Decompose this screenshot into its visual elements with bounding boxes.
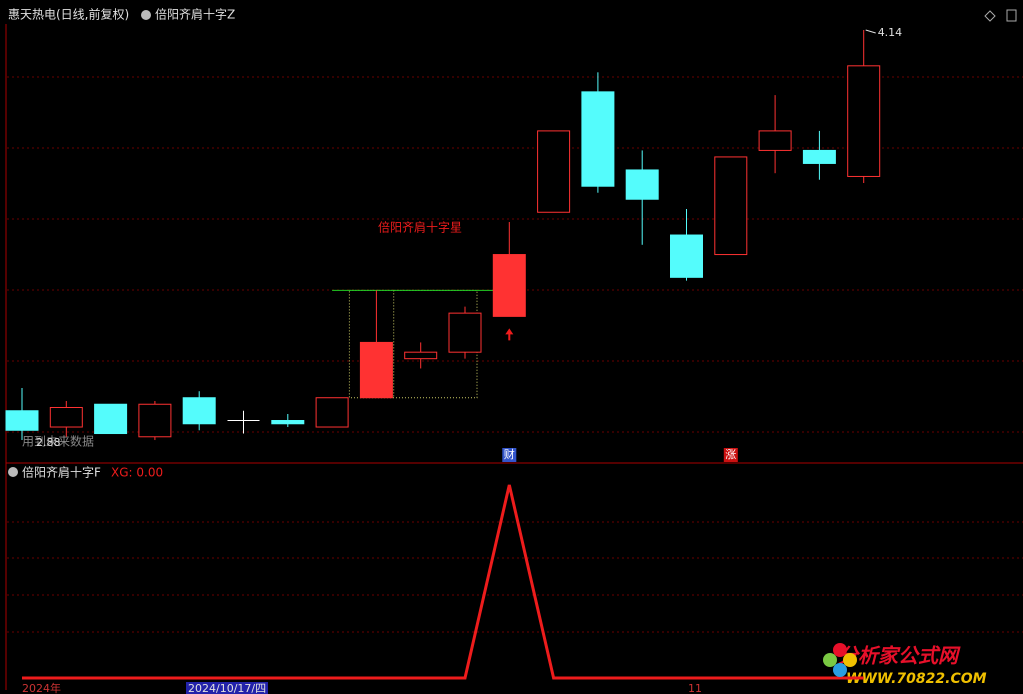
indicator-name: 倍阳齐肩十字F xyxy=(22,465,101,480)
signal-arrow xyxy=(505,328,514,341)
x-label: 2024/10/17/四 xyxy=(188,682,266,694)
candle-body xyxy=(537,130,571,213)
candle-body xyxy=(182,397,216,425)
high-label: 4.14 xyxy=(878,26,903,39)
logo-petal xyxy=(843,653,857,667)
x-label: 11 xyxy=(688,682,702,694)
candle-body xyxy=(315,397,349,428)
formula-icon xyxy=(141,10,151,20)
candle-body xyxy=(758,130,792,151)
candle-body xyxy=(625,169,659,200)
candle-body xyxy=(94,403,128,435)
formula-name: 倍阳齐肩十字Z xyxy=(155,7,235,22)
logo-petal xyxy=(833,643,847,657)
date-highlight xyxy=(186,682,268,694)
x-label: 2024年 xyxy=(22,681,61,694)
candle-body xyxy=(581,91,615,187)
event-tag-bg xyxy=(502,448,517,462)
candle-body xyxy=(802,149,836,164)
indicator-icon xyxy=(8,467,18,477)
indicator-readout: XG: 0.00 xyxy=(111,466,163,480)
candle-body xyxy=(492,254,526,317)
event-tag: 财 xyxy=(504,447,515,461)
candle-body xyxy=(404,351,438,360)
icon[interactable] xyxy=(1006,9,1017,22)
candle-body xyxy=(271,420,305,425)
logo-petal xyxy=(833,663,847,677)
candle-body xyxy=(359,341,393,399)
candle-body xyxy=(138,403,172,438)
high-pointer xyxy=(865,29,876,34)
candle-body xyxy=(847,65,881,177)
event-tag-bg xyxy=(723,448,738,462)
watermark: 分析家公式网 xyxy=(838,644,961,668)
annotation: 倍阳齐肩十字星 xyxy=(378,220,462,235)
low-label: 2.88 xyxy=(36,436,61,449)
watermark-url: WWW.70822.COM xyxy=(846,671,987,687)
note: 用到未来数据 xyxy=(22,434,94,449)
stock-title: 惠天热电(日线,前复权) xyxy=(8,7,129,22)
indicator-line xyxy=(22,484,864,680)
candle-body xyxy=(714,156,748,256)
logo-petal xyxy=(823,653,837,667)
candle-body xyxy=(670,234,703,278)
event-tag: 涨 xyxy=(725,448,736,461)
icon[interactable] xyxy=(984,10,996,22)
candle-body xyxy=(448,312,482,353)
candle-body xyxy=(5,410,39,431)
candle-body xyxy=(49,406,83,428)
